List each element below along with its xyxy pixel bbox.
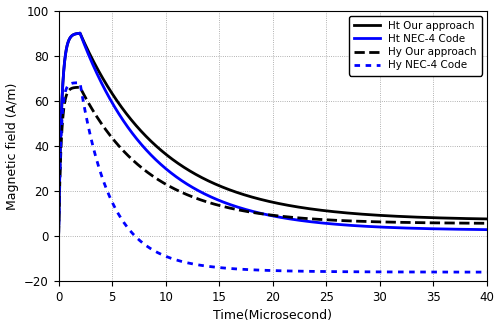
Line: Ht NEC-4 Code: Ht NEC-4 Code <box>58 33 487 236</box>
X-axis label: Time(Microsecond): Time(Microsecond) <box>214 309 332 322</box>
Ht NEC-4 Code <box>56 234 62 238</box>
Ht Our approach <box>77 31 83 35</box>
Ht NEC-4 Code <box>484 228 490 232</box>
Hy NEC-4 Code <box>484 270 490 274</box>
Hy NEC-4 Code <box>56 234 62 238</box>
Ht Our approach <box>239 192 245 196</box>
Ht Our approach <box>56 234 62 238</box>
Ht Our approach <box>484 217 490 221</box>
Hy NEC-4 Code <box>236 267 242 271</box>
Ht Our approach <box>367 213 373 217</box>
Hy Our approach <box>450 221 456 225</box>
Ht NEC-4 Code <box>259 212 265 215</box>
Hy Our approach <box>77 85 83 89</box>
Line: Ht Our approach: Ht Our approach <box>58 33 487 236</box>
Hy Our approach <box>484 221 490 225</box>
Y-axis label: Magnetic field (A/m): Magnetic field (A/m) <box>6 82 18 210</box>
Hy NEC-4 Code <box>239 267 245 271</box>
Ht NEC-4 Code <box>236 205 242 209</box>
Hy Our approach <box>236 208 242 212</box>
Ht NEC-4 Code <box>239 206 245 210</box>
Hy NEC-4 Code <box>450 270 456 274</box>
Line: Hy NEC-4 Code: Hy NEC-4 Code <box>58 83 487 272</box>
Hy Our approach <box>56 234 62 238</box>
Ht Our approach <box>259 198 265 202</box>
Ht Our approach <box>236 191 242 195</box>
Hy Our approach <box>367 220 373 224</box>
Hy Our approach <box>471 221 477 225</box>
Ht NEC-4 Code <box>450 227 456 231</box>
Hy NEC-4 Code <box>367 270 373 274</box>
Hy Our approach <box>259 212 265 216</box>
Ht NEC-4 Code <box>471 228 477 232</box>
Line: Hy Our approach: Hy Our approach <box>58 87 487 236</box>
Ht Our approach <box>471 217 477 221</box>
Legend: Ht Our approach, Ht NEC-4 Code, Hy Our approach, Hy NEC-4 Code: Ht Our approach, Ht NEC-4 Code, Hy Our a… <box>348 16 482 75</box>
Ht NEC-4 Code <box>367 225 373 229</box>
Hy NEC-4 Code <box>471 270 477 274</box>
Ht Our approach <box>450 216 456 220</box>
Hy Our approach <box>239 209 245 213</box>
Ht NEC-4 Code <box>77 31 83 35</box>
Hy NEC-4 Code <box>77 81 83 85</box>
Hy NEC-4 Code <box>259 268 265 272</box>
